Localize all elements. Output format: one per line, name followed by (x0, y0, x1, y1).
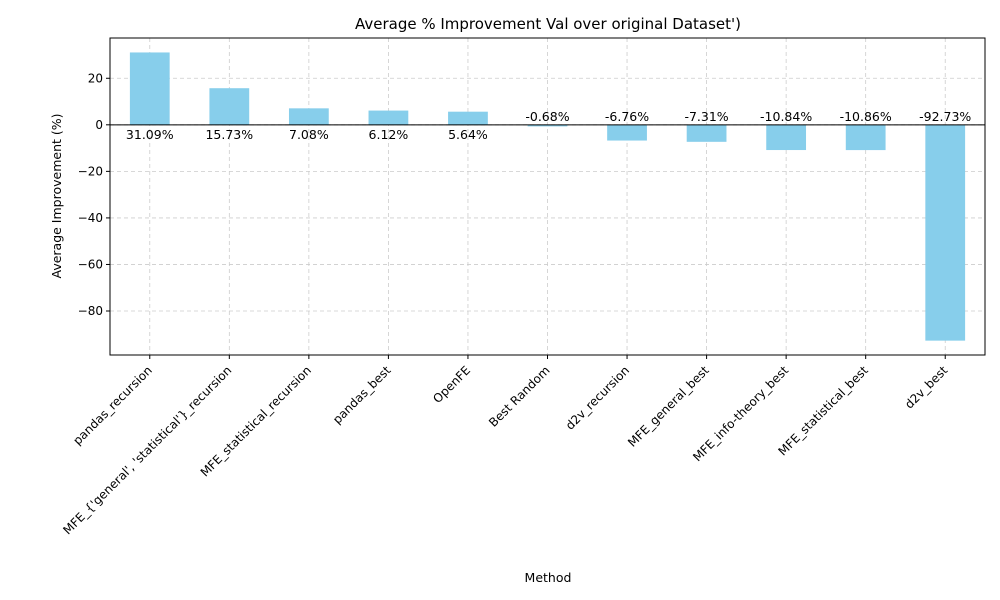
bar (527, 124, 568, 127)
x-tick-label: MFE_general_best (625, 363, 712, 450)
data-label: -6.76% (605, 109, 649, 124)
x-tick-label: Best Random (486, 363, 553, 430)
x-tick-label: d2v_recursion (563, 363, 632, 432)
y-tick-label: −20 (78, 164, 103, 178)
bar (129, 52, 170, 125)
bar (288, 108, 329, 125)
y-tick-label: 0 (95, 118, 103, 132)
grid-lines (110, 38, 985, 355)
bar (448, 111, 488, 125)
data-label: -92.73% (919, 109, 971, 124)
data-labels: 31.09% 15.73% 7.08% 6.12% 5.64% -0.68% -6.76% -… (126, 109, 971, 142)
bar (209, 88, 250, 125)
y-tick-label: 20 (88, 71, 103, 85)
data-label: -0.68% (525, 109, 569, 124)
y-tick-label: −80 (78, 304, 103, 318)
x-tick-label: pandas_best (330, 363, 394, 427)
data-label: 5.64% (448, 127, 488, 142)
y-tick-label: −40 (78, 211, 103, 225)
y-axis-title: Average Improvement (%) (49, 114, 64, 279)
chart-title: Average % Improvement Val over original … (355, 15, 741, 33)
bar (686, 124, 727, 142)
data-label: 31.09% (126, 127, 174, 142)
x-tick-label: pandas_recursion (70, 363, 155, 448)
y-tick-label: −60 (78, 257, 103, 271)
y-axis-ticks: 20 0 −20 −40 −60 −80 (78, 71, 110, 318)
x-tick-label: MFE_{'general', 'statistical'}_recursion (60, 363, 234, 537)
data-label: 7.08% (289, 127, 329, 142)
x-tick-label: OpenFE (430, 363, 473, 406)
bar (766, 124, 807, 151)
data-label: -7.31% (684, 109, 728, 124)
data-label: -10.86% (840, 109, 892, 124)
bar (845, 124, 886, 151)
bar (368, 110, 409, 125)
bar (925, 124, 966, 341)
data-label: 6.12% (369, 127, 409, 142)
x-axis-title: Method (525, 570, 572, 585)
x-tick-label: MFE_statistical_best (776, 363, 871, 458)
x-tick-label: d2v_best (902, 363, 951, 412)
bar (607, 124, 647, 141)
bars (129, 52, 966, 341)
data-label: -10.84% (760, 109, 812, 124)
data-label: 15.73% (205, 127, 253, 142)
